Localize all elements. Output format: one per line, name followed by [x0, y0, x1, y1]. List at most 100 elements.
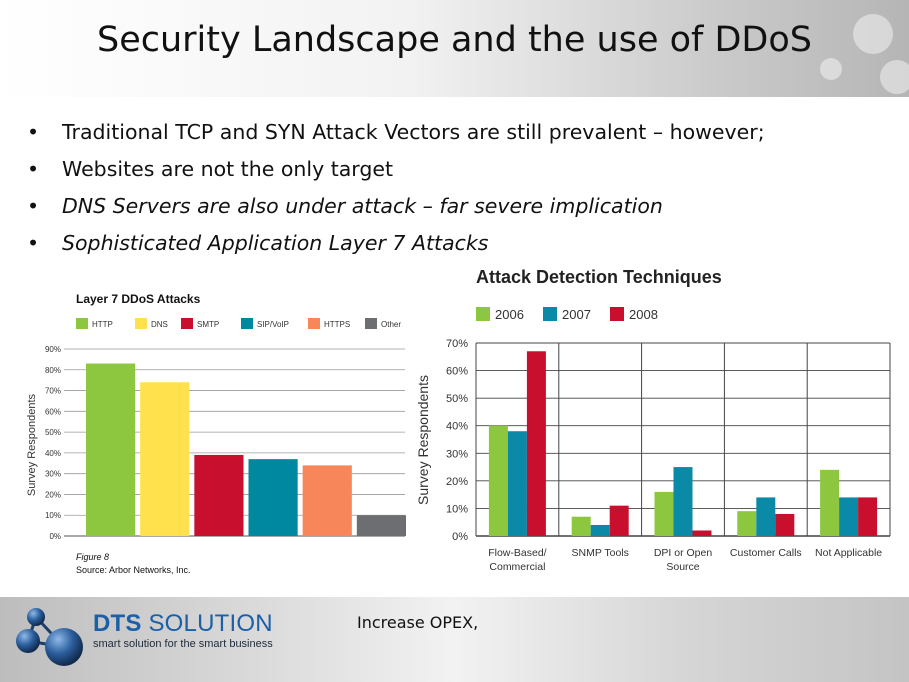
y-tick-label: 10% [446, 503, 468, 515]
y-axis-ticks: 0% 10% 20% 30% 40% 50% 60% 70% [446, 338, 468, 543]
x-tick-label: Not Applicable [815, 547, 882, 559]
bullet-text: Traditional TCP and SYN Attack Vectors a… [62, 120, 765, 144]
y-tick-label: 80% [45, 366, 61, 375]
bullet-text: Sophisticated Application Layer 7 Attack… [62, 231, 489, 255]
legend-label: 2006 [495, 307, 524, 322]
bar-other [356, 515, 406, 536]
legend-swatch [543, 307, 557, 321]
bullet-item: • Sophisticated Application Layer 7 Attac… [22, 225, 882, 262]
bar-2006-group-2 [654, 491, 674, 536]
bar-2006-group-3 [737, 511, 757, 536]
y-tick-label: 60% [45, 407, 61, 416]
dts-logo-icon [16, 608, 83, 666]
bar-2008-group-4 [858, 497, 878, 536]
bullet-item: • DNS Servers are also under attack – far… [22, 188, 882, 225]
y-tick-label: 90% [45, 345, 61, 354]
legend-swatch [610, 307, 624, 321]
bullet-glyph: • [27, 194, 40, 218]
legend-label: HTTP [92, 320, 113, 329]
bar-2006-group-1 [571, 516, 591, 536]
bullet-list: • Traditional TCP and SYN Attack Vectors … [22, 114, 882, 262]
legend-label: SMTP [197, 320, 219, 329]
y-axis-ticks: 0% 10% 20% 30% 40% 50% 60% 70% 80% 90% [45, 345, 61, 541]
bar-2008-group-2 [692, 530, 712, 536]
bullet-glyph: • [27, 157, 40, 181]
y-tick-label: 0% [452, 531, 468, 543]
y-tick-label: 50% [446, 393, 468, 405]
bar-2007-group-4 [839, 497, 859, 536]
legend-label: DNS [151, 320, 168, 329]
y-tick-label: 20% [45, 490, 61, 499]
y-tick-label: 70% [45, 387, 61, 396]
y-axis-label: Survey Respondents [26, 393, 38, 496]
y-tick-label: 10% [45, 511, 61, 520]
chart-bars [488, 351, 878, 536]
legend-label: 2007 [562, 307, 591, 322]
legend-swatch [476, 307, 490, 321]
chart-bars [86, 363, 406, 536]
legend-swatch [76, 318, 88, 329]
y-tick-label: 40% [446, 421, 468, 433]
x-axis-ticks: Flow-Based/Commercial SNMP Tools DPI or Op… [488, 547, 882, 573]
bar-2006-group-4 [820, 469, 840, 536]
decorative-bubble [853, 14, 893, 54]
legend-swatch [181, 318, 193, 329]
bar-2006-group-0 [488, 425, 508, 536]
legend-swatch [135, 318, 147, 329]
brand-name-rest: SOLUTION [141, 610, 273, 637]
brand-name-bold: DTS [93, 610, 142, 637]
brand-name: DTS SOLUTION [93, 610, 273, 638]
x-tick-label: DPI or Open [654, 547, 713, 559]
legend-label: SIP/VoIP [257, 320, 289, 329]
legend-label: 2008 [629, 307, 658, 322]
bar-2007-group-0 [507, 431, 527, 536]
y-tick-label: 30% [45, 470, 61, 479]
x-tick-label: Customer Calls [730, 547, 802, 559]
bar-2007-group-2 [673, 467, 693, 536]
chart-legend: HTTP DNS SMTP SIP/VoIP HTTPS Other [76, 318, 401, 329]
bullet-glyph: • [27, 231, 40, 255]
decorative-bubble [880, 60, 909, 94]
x-tick-label: SNMP Tools [572, 547, 629, 559]
x-tick-label: Source [666, 561, 699, 573]
attack-detection-chart: Attack Detection Techniques 2006 2007 2008… [415, 267, 891, 573]
slide-title: Security Landscape and the use of DDoS [96, 20, 812, 60]
bar-2008-group-1 [609, 505, 629, 536]
bar-smtp [194, 454, 244, 536]
y-tick-label: 40% [45, 449, 61, 458]
y-tick-label: 60% [446, 366, 468, 378]
y-tick-label: 0% [49, 532, 61, 541]
bullet-glyph: • [27, 120, 40, 144]
legend-label: Other [381, 320, 401, 329]
legend-swatch [308, 318, 320, 329]
figure-source: Source: Arbor Networks, Inc. [76, 565, 191, 575]
layer7-ddos-chart: Layer 7 DDoS Attacks HTTP DNS SMTP SIP/VoIP… [26, 292, 406, 575]
title-bar: Security Landscape and the use of DDoS [0, 0, 909, 97]
footer-bar: DTS SOLUTION smart solution for the smar… [0, 597, 909, 682]
bar-https [302, 465, 352, 536]
bar-2007-group-1 [590, 524, 610, 536]
legend-swatch [365, 318, 377, 329]
bullet-item: • Websites are not the only target [22, 151, 882, 188]
bar-dns [140, 382, 190, 536]
chart-legend: 2006 2007 2008 [476, 307, 658, 322]
bar-2008-group-3 [775, 513, 795, 536]
y-tick-label: 30% [446, 448, 468, 460]
legend-label: HTTPS [324, 320, 350, 329]
chart-title: Attack Detection Techniques [476, 267, 722, 287]
footer-note: Increase OPEX, [357, 613, 479, 632]
bar-http [86, 363, 136, 536]
bar-sip-voip [248, 459, 298, 536]
y-axis-label: Survey Respondents [415, 375, 431, 505]
figure-caption: Figure 8 [76, 552, 109, 562]
bar-2008-group-0 [526, 351, 546, 536]
x-tick-label: Commercial [489, 561, 545, 573]
bullet-text: DNS Servers are also under attack – far … [62, 194, 663, 218]
x-tick-label: Flow-Based/ [488, 547, 546, 559]
legend-swatch [241, 318, 253, 329]
y-tick-label: 50% [45, 428, 61, 437]
chart-title: Layer 7 DDoS Attacks [76, 292, 201, 306]
y-tick-label: 70% [446, 338, 468, 350]
bar-2007-group-3 [756, 497, 776, 536]
bullet-item: • Traditional TCP and SYN Attack Vectors … [22, 114, 882, 151]
